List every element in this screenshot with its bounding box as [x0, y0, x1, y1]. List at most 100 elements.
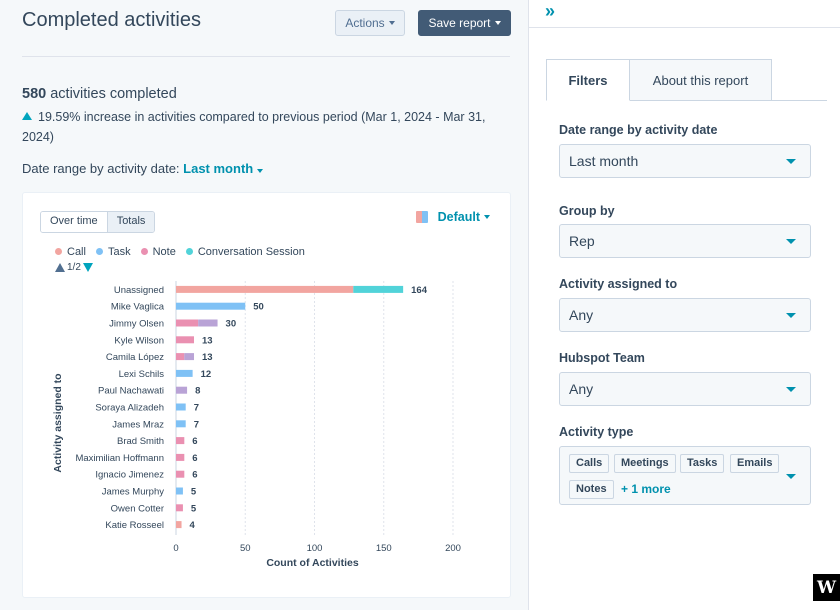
- tag-notes[interactable]: Notes: [569, 480, 614, 499]
- category-label: Unassigned: [114, 285, 164, 296]
- save-report-button[interactable]: Save report: [418, 10, 511, 36]
- tag-meetings[interactable]: Meetings: [614, 454, 676, 473]
- bar-segment: [184, 353, 195, 361]
- legend-label: Note: [152, 246, 176, 258]
- activity-type-label: Activity type: [559, 425, 634, 439]
- toggle-over-time[interactable]: Over time: [41, 212, 108, 232]
- category-label: James Mraz: [112, 419, 164, 430]
- tab-about-report[interactable]: About this report: [630, 59, 772, 101]
- actions-button-label: Actions: [345, 16, 385, 30]
- group-by-label: Group by: [559, 204, 615, 218]
- toggle-totals[interactable]: Totals: [107, 212, 155, 232]
- legend-next-icon[interactable]: [82, 263, 93, 272]
- bar-segment: [353, 285, 404, 293]
- legend-swatch: [140, 248, 148, 255]
- legend-item[interactable]: Conversation Session: [185, 246, 305, 258]
- chart-legend: Call Task Note Conversation Session: [55, 246, 305, 258]
- legend-swatch: [55, 248, 62, 255]
- category-label: Owen Cotter: [111, 503, 164, 514]
- legend-label: Call: [67, 246, 86, 258]
- tab-bar-line: [772, 100, 827, 101]
- increase-note: 19.59% increase in activities compared t…: [22, 107, 502, 147]
- legend-pager: 1/2: [55, 262, 93, 273]
- data-label: 13: [202, 335, 213, 346]
- date-range-link[interactable]: Last month: [183, 161, 264, 176]
- date-range-filter-select[interactable]: Last month: [559, 144, 811, 178]
- activities-count-text: activities completed: [50, 86, 177, 102]
- category-label: Ignacio Jimenez: [95, 470, 164, 481]
- legend-label: Conversation Session: [197, 246, 305, 258]
- filter-tabs: Filters About this report: [546, 59, 772, 101]
- activities-count: 580: [22, 86, 47, 102]
- tag-tasks[interactable]: Tasks: [680, 454, 725, 473]
- activity-type-select[interactable]: Calls Meetings Tasks Emails Notes + 1 mo…: [559, 446, 811, 505]
- actions-button[interactable]: Actions: [335, 10, 405, 36]
- data-label: 30: [226, 319, 237, 330]
- x-tick-label: 0: [173, 543, 178, 554]
- data-label: 6: [192, 453, 197, 464]
- group-by-value: Rep: [569, 233, 595, 249]
- more-tags-link[interactable]: + 1 more: [621, 482, 671, 496]
- collapse-panel-icon[interactable]: »: [545, 1, 556, 21]
- hubspot-team-value: Any: [569, 381, 594, 397]
- bar-segment: [176, 487, 183, 495]
- panel-top-divider: [529, 27, 840, 28]
- save-report-button-label: Save report: [428, 16, 491, 30]
- x-tick-label: 50: [240, 543, 251, 554]
- report-main-panel: Completed activities Actions Save report…: [22, 9, 511, 598]
- data-label: 50: [253, 302, 264, 313]
- date-range-filter-label: Date range by activity date: [559, 123, 718, 137]
- tag-calls[interactable]: Calls: [569, 454, 610, 473]
- category-label: Katie Rosseel: [105, 520, 164, 531]
- data-label: 164: [411, 285, 428, 296]
- category-label: Brad Smith: [117, 436, 164, 447]
- y-axis-title: Activity assigned to: [52, 373, 64, 472]
- legend-swatch: [95, 248, 103, 255]
- data-label: 13: [202, 352, 213, 363]
- group-by-select[interactable]: Rep: [559, 224, 811, 258]
- w-logo-badge[interactable]: W: [813, 574, 840, 601]
- date-range-filter-value: Last month: [569, 153, 639, 169]
- assigned-to-label: Activity assigned to: [559, 277, 678, 291]
- legend-item[interactable]: Call: [55, 246, 86, 258]
- data-label: 8: [195, 386, 200, 397]
- legend-item[interactable]: Task: [95, 246, 131, 258]
- data-label: 6: [192, 436, 197, 447]
- category-label: Mike Vaglica: [111, 302, 165, 313]
- hubspot-team-select[interactable]: Any: [559, 372, 811, 406]
- legend-prev-icon[interactable]: [55, 263, 65, 272]
- chart-card: Over time Totals Default Call Task Note Con…: [22, 192, 511, 598]
- chevron-down-icon: [388, 21, 395, 25]
- category-label: Paul Nachawati: [98, 386, 164, 397]
- activities-summary: 580 activities completed: [22, 86, 177, 102]
- x-tick-label: 200: [445, 543, 461, 554]
- dropdown-arrow-icon: [786, 239, 796, 244]
- category-label: Soraya Alizadeh: [95, 403, 164, 414]
- data-label: 7: [194, 419, 199, 430]
- trend-up-icon: [22, 112, 32, 120]
- bar-segment: [176, 470, 185, 478]
- bar-segment: [176, 504, 183, 512]
- category-label: Maximilian Hoffmann: [75, 453, 164, 464]
- bar-segment: [176, 453, 185, 461]
- bar-segment: [176, 285, 354, 293]
- tab-filters[interactable]: Filters: [546, 59, 630, 101]
- bar-segment: [176, 336, 195, 344]
- x-axis-title: Count of Activities: [266, 557, 359, 569]
- legend-swatch: [185, 248, 193, 255]
- bar-segment: [176, 319, 199, 327]
- tag-emails[interactable]: Emails: [730, 454, 780, 473]
- legend-item[interactable]: Note: [140, 246, 176, 258]
- color-scheme-dropdown[interactable]: Default: [415, 210, 490, 224]
- bar-segment: [176, 386, 188, 394]
- category-label: James Murphy: [102, 487, 165, 498]
- bar-segment: [176, 437, 185, 445]
- hubspot-team-label: Hubspot Team: [559, 351, 645, 365]
- assigned-to-select[interactable]: Any: [559, 298, 811, 332]
- x-tick-label: 100: [307, 543, 323, 554]
- data-label: 4: [190, 520, 196, 531]
- chevron-down-icon: [257, 169, 264, 173]
- bar-segment: [176, 302, 246, 310]
- legend-label: Task: [107, 246, 131, 258]
